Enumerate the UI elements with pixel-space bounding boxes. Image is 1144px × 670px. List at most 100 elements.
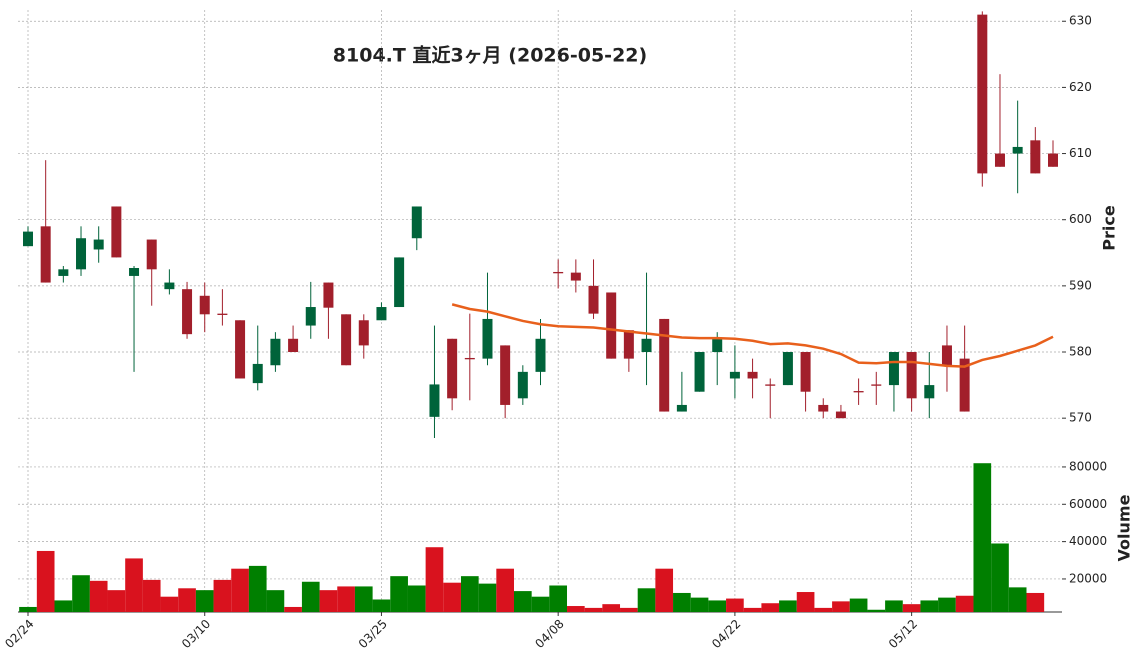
- candle-body: [252, 363, 263, 384]
- candle-body: [800, 352, 811, 392]
- volume-bar: [372, 599, 391, 612]
- volume-bar: [54, 600, 73, 612]
- volume-bar: [637, 588, 656, 612]
- volume-bar: [284, 606, 302, 612]
- candle-body: [835, 411, 846, 419]
- candle-body: [235, 320, 246, 379]
- candle-body: [146, 239, 157, 270]
- volume-bar: [337, 586, 355, 612]
- candle-body: [818, 404, 829, 412]
- volume-bar: [425, 547, 444, 612]
- volume-bar: [478, 583, 497, 612]
- candle-body: [464, 357, 475, 360]
- volume-bar: [1008, 587, 1027, 612]
- volume-bar: [867, 609, 886, 612]
- candle-body: [1048, 153, 1058, 167]
- candle-body: [570, 272, 581, 281]
- candle-body: [924, 385, 935, 399]
- volume-bar: [726, 598, 744, 612]
- candle-body: [782, 352, 793, 386]
- candle-body: [853, 391, 864, 393]
- candle-body: [871, 384, 882, 386]
- volume-bar: [354, 586, 373, 612]
- volume-bar: [266, 590, 285, 612]
- volume-bar: [761, 603, 780, 612]
- candle-body: [729, 371, 740, 379]
- volume-bar: [231, 568, 249, 612]
- volume-bar: [902, 604, 921, 612]
- candle-body: [305, 307, 316, 326]
- volume-bar: [390, 576, 408, 612]
- candle-body: [323, 282, 334, 308]
- y-tick-label: 610: [1069, 146, 1092, 160]
- volume-bar: [973, 463, 992, 612]
- price-axis-label: Price: [1100, 205, 1119, 251]
- volume-bar: [443, 582, 461, 612]
- volume-bar: [496, 568, 514, 612]
- candle-body: [376, 307, 387, 321]
- candle-body: [659, 318, 670, 412]
- candle-body: [58, 269, 69, 276]
- candle-body: [941, 345, 952, 366]
- volume-bar: [655, 568, 674, 612]
- y-tick-label: 580: [1069, 345, 1092, 359]
- candle-body: [535, 338, 546, 372]
- volume-bar: [920, 600, 939, 612]
- volume-bar: [885, 600, 903, 612]
- y-tick-label: 40000: [1069, 534, 1107, 548]
- y-tick-label: 80000: [1069, 459, 1107, 473]
- candle-body: [358, 320, 369, 346]
- candle-body: [747, 371, 758, 379]
- volume-bar: [142, 579, 161, 612]
- volume-bar: [779, 600, 797, 612]
- candle-body: [500, 345, 511, 405]
- candle-body: [411, 206, 422, 239]
- y-tick-label: 570: [1069, 411, 1092, 425]
- volume-bar: [938, 597, 956, 612]
- candle-body: [164, 282, 175, 290]
- x-tick-label: 05/12: [886, 617, 920, 651]
- candle-body: [111, 206, 122, 258]
- candle-body: [1030, 140, 1041, 174]
- volume-bar: [107, 590, 126, 612]
- volume-bar: [195, 590, 214, 612]
- candle-body: [23, 231, 33, 247]
- volume-bar: [89, 580, 108, 612]
- volume-bar: [213, 579, 232, 612]
- x-tick-label: 04/22: [709, 617, 743, 651]
- volume-bar: [72, 575, 90, 612]
- candle-body: [394, 257, 405, 308]
- volume-bar: [513, 591, 532, 612]
- candle-body: [765, 384, 776, 386]
- moving-average-line: [451, 303, 1054, 368]
- volume-bar: [743, 607, 762, 612]
- y-tick-label: 590: [1069, 278, 1092, 292]
- candle-body: [641, 338, 652, 353]
- volume-bar: [832, 601, 850, 612]
- volume-bar: [955, 595, 974, 612]
- y-tick-label: 600: [1069, 212, 1092, 226]
- volume-bar: [708, 600, 727, 612]
- candle-body: [553, 271, 564, 274]
- candle-body: [93, 239, 104, 250]
- volume-bar: [531, 596, 550, 612]
- candle-body: [906, 352, 917, 399]
- candle-body: [623, 330, 634, 359]
- y-tick-label: 60000: [1069, 497, 1107, 511]
- volume-bar: [407, 585, 426, 612]
- x-tick-label: 04/08: [532, 617, 566, 651]
- candle-body: [606, 292, 617, 359]
- volume-bar: [178, 588, 196, 612]
- candle-body: [199, 295, 210, 315]
- candle-body: [40, 226, 51, 283]
- volume-bar: [849, 598, 868, 612]
- volume-bar: [620, 607, 638, 612]
- volume-bar: [460, 576, 479, 612]
- x-tick-label: 03/25: [356, 617, 390, 651]
- candle-body: [517, 371, 528, 399]
- candle-body: [994, 153, 1005, 167]
- candle-body: [588, 285, 599, 314]
- volume-bar: [36, 550, 55, 612]
- candle-body: [182, 289, 193, 335]
